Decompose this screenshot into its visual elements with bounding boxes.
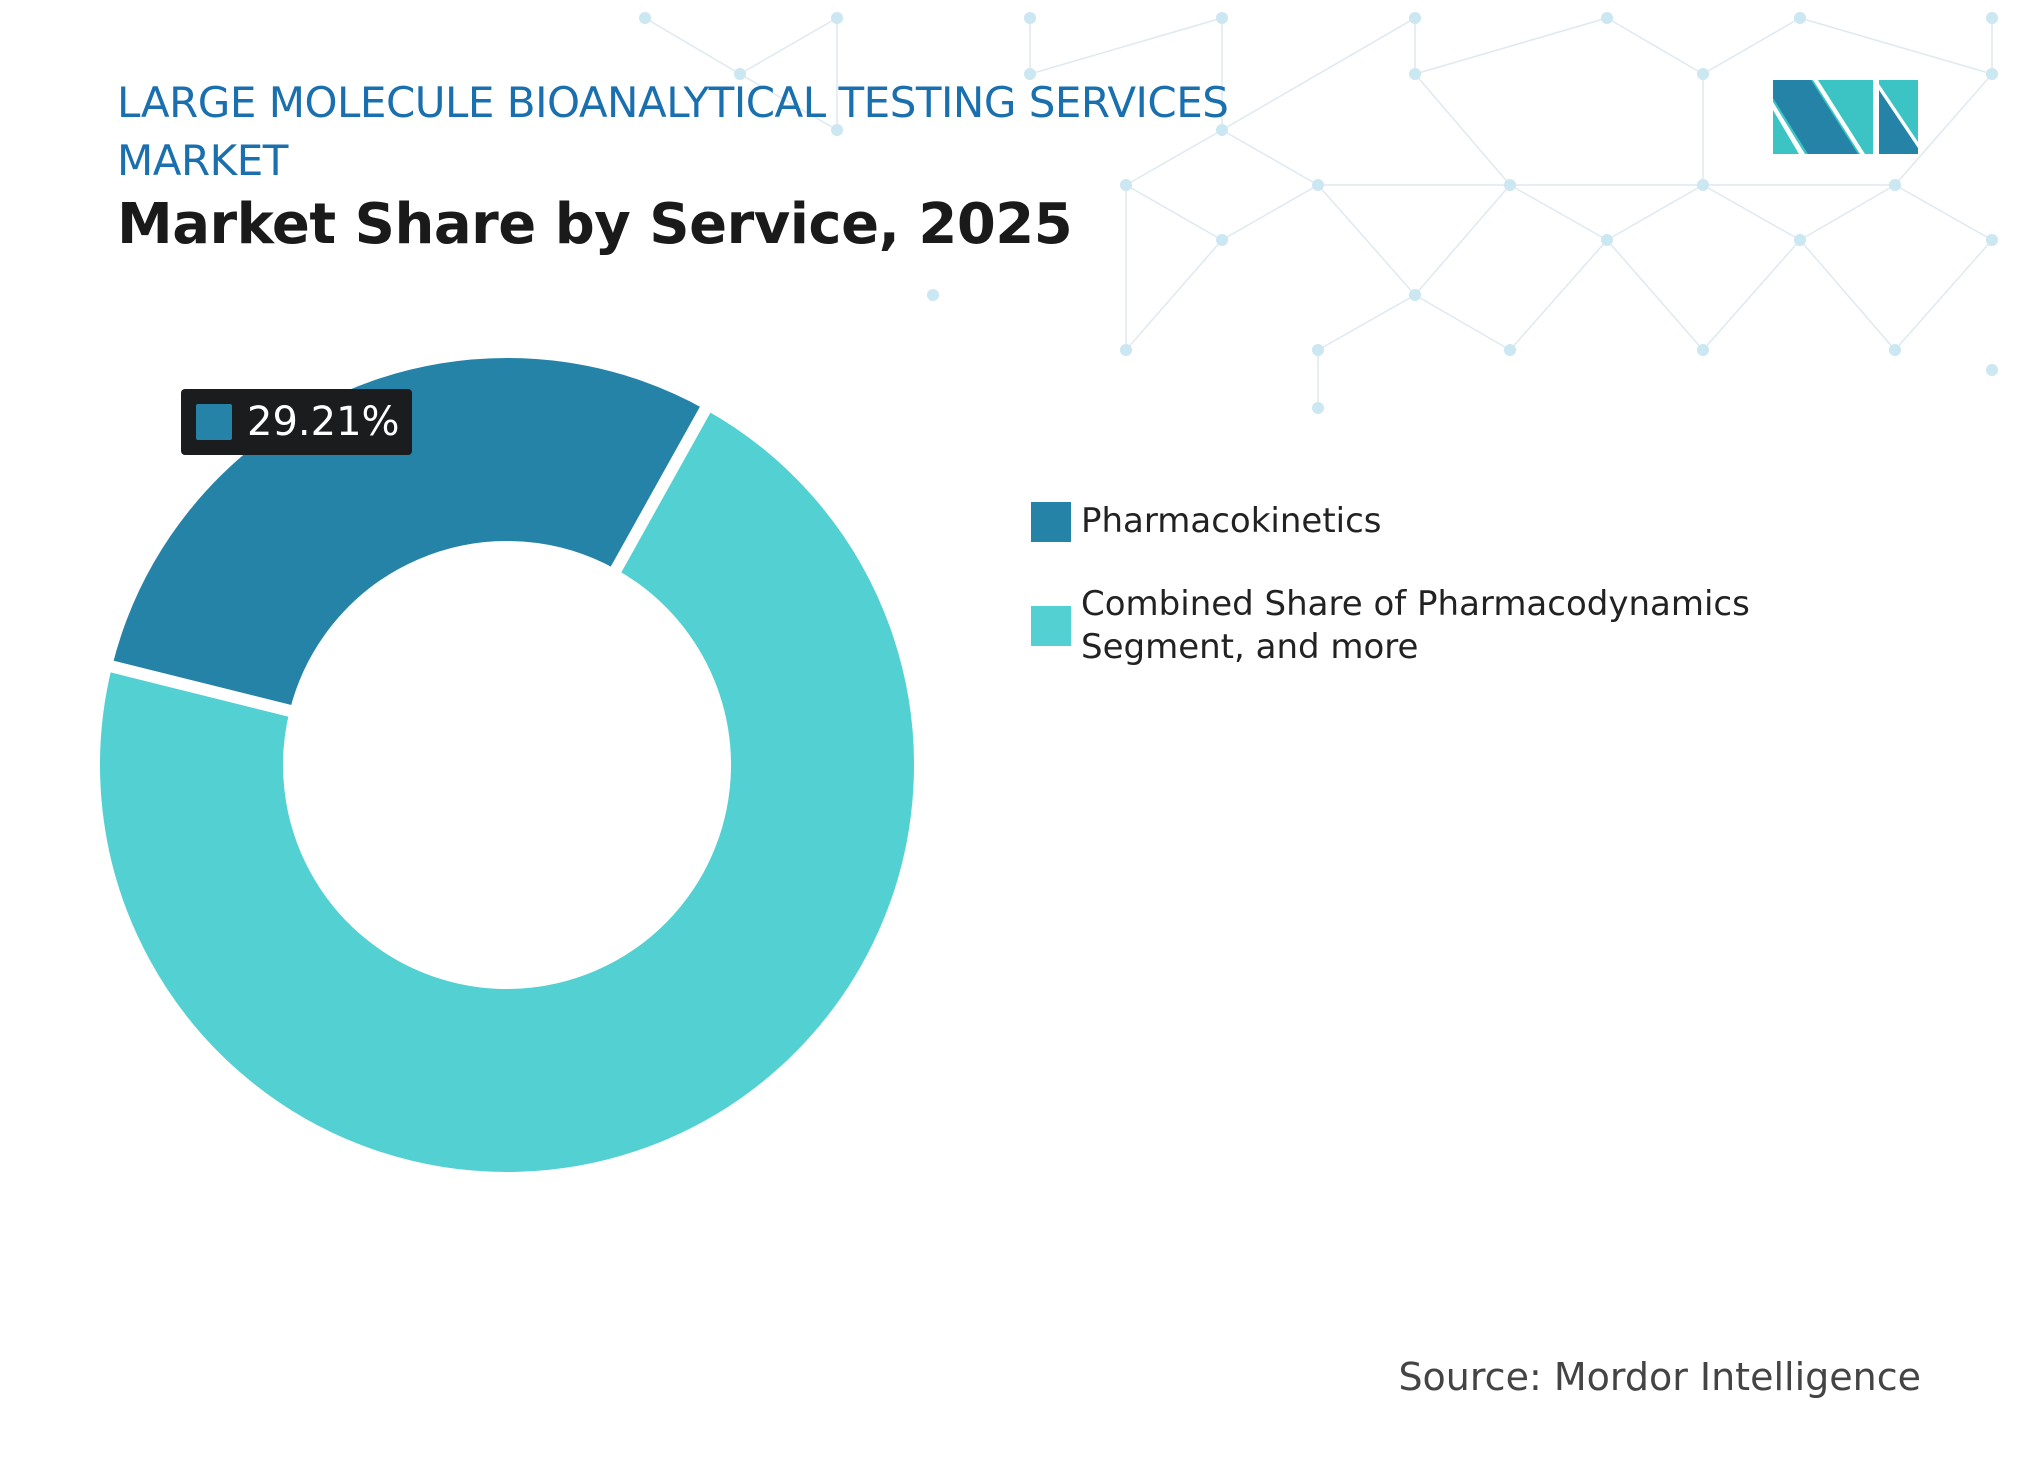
network-node (1120, 179, 1132, 191)
network-line (739, 17, 838, 75)
network-line (1414, 294, 1511, 351)
network-line (1799, 17, 1993, 75)
network-node (1216, 12, 1228, 24)
network-line (1221, 184, 1319, 241)
network-line (1414, 17, 1608, 75)
network-line (1125, 129, 1223, 186)
network-node (1601, 12, 1613, 24)
chart-subtitle: Market Share by Service, 2025 (117, 192, 1073, 257)
network-node (1889, 179, 1901, 191)
network-node (1986, 234, 1998, 246)
data-label-text: 29.21% (247, 399, 400, 445)
network-line (1317, 184, 1416, 296)
network-node (1312, 402, 1324, 414)
network-line (1799, 239, 1896, 351)
network-line (1509, 239, 1608, 351)
network-node (1601, 234, 1613, 246)
network-node (1986, 68, 1998, 80)
network-node (1216, 124, 1228, 136)
network-node (1697, 179, 1709, 191)
network-line (1702, 17, 1801, 75)
network-line (1894, 239, 1993, 351)
network-node (1697, 68, 1709, 80)
network-line (1317, 294, 1416, 351)
network-line (1029, 17, 1223, 75)
network-line (1702, 184, 1801, 241)
legend-label: Combined Share of Pharmacodynamics Segme… (1081, 584, 1750, 667)
network-line (1221, 129, 1319, 186)
network-node (1409, 12, 1421, 24)
network-node (1986, 12, 1998, 24)
network-line (1125, 239, 1223, 351)
network-node (1312, 344, 1324, 356)
network-line (1799, 184, 1896, 241)
legend-label: Pharmacokinetics (1081, 501, 1382, 541)
network-line (1606, 184, 1704, 241)
network-line (739, 73, 838, 131)
network-line (1702, 239, 1801, 351)
network-node (1312, 179, 1324, 191)
network-line (1125, 184, 1223, 241)
mordor-intelligence-logo (1773, 80, 1918, 154)
network-node (831, 12, 843, 24)
network-node (1504, 179, 1516, 191)
network-line (1221, 17, 1416, 131)
network-line (1894, 73, 1993, 186)
network-node (1986, 364, 1998, 376)
network-line (1606, 17, 1704, 75)
network-node (1024, 68, 1036, 80)
network-line (1606, 239, 1704, 351)
legend-item-combined-share: Combined Share of Pharmacodynamics Segme… (1031, 583, 1761, 669)
network-node (1889, 344, 1901, 356)
network-node (1409, 289, 1421, 301)
network-line (1509, 184, 1608, 241)
legend-swatch (1031, 501, 1071, 542)
network-line (1414, 184, 1511, 296)
legend-swatch (1031, 606, 1071, 646)
data-label-swatch (196, 404, 232, 440)
legend-item-pharmacokinetics: Pharmacokinetics (1031, 500, 1761, 543)
network-node (1697, 344, 1709, 356)
network-node (1409, 68, 1421, 80)
network-line (1414, 73, 1511, 186)
network-node (927, 289, 939, 301)
network-line (1894, 184, 1993, 241)
network-node (639, 12, 651, 24)
source-note: Source: Mordor Intelligence (1398, 1355, 1921, 1399)
network-node (1120, 344, 1132, 356)
chart-title: LARGE MOLECULE BIOANALYTICAL TESTING SER… (117, 78, 1229, 185)
network-node (1216, 234, 1228, 246)
donut-chart (88, 346, 926, 1184)
network-node (1504, 344, 1516, 356)
network-node (1794, 12, 1806, 24)
data-label-pharmacokinetics: 29.21% (181, 389, 412, 455)
network-node (1024, 12, 1036, 24)
network-node (1794, 234, 1806, 246)
legend: Pharmacokinetics Combined Share of Pharm… (1031, 500, 1761, 709)
network-line (644, 17, 741, 75)
donut-slice-combined-share (88, 396, 926, 1184)
network-node (831, 124, 843, 136)
network-node (734, 68, 746, 80)
